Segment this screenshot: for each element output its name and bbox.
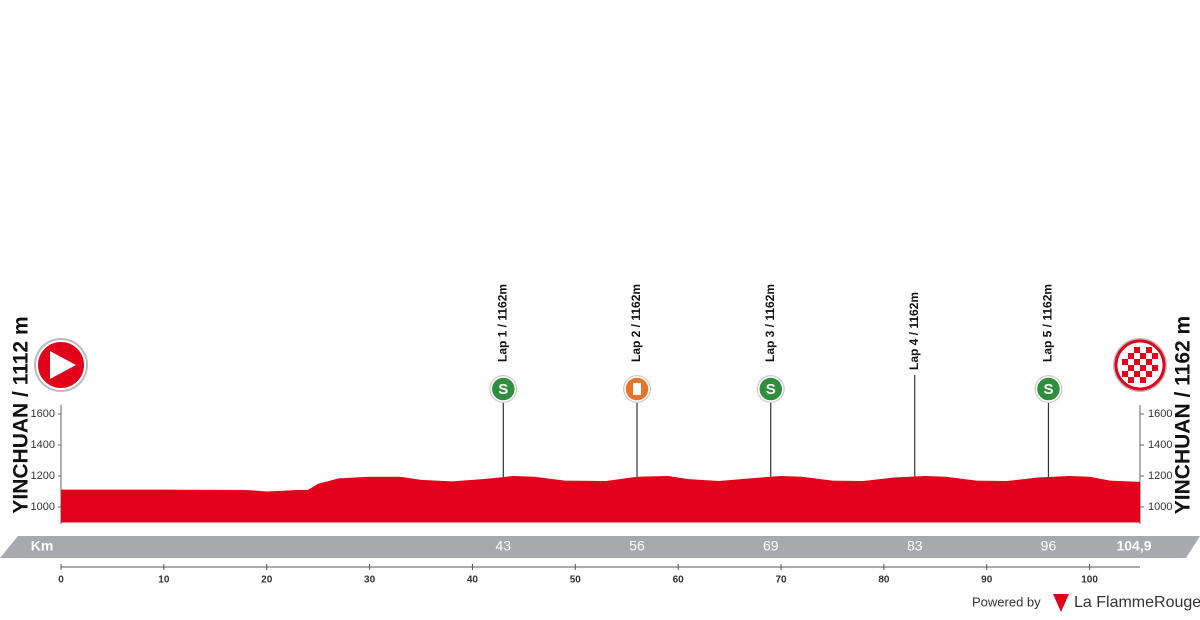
- marker-label: Lap 5 / 1162m: [1041, 284, 1055, 362]
- checker-square: [1134, 359, 1140, 365]
- checker-square: [1134, 371, 1140, 377]
- checker-square: [1146, 359, 1152, 365]
- km-bar-label: 56: [629, 538, 645, 554]
- x-tick-label: 80: [878, 575, 890, 586]
- marker-icon: [1035, 376, 1062, 402]
- marker-icon: [490, 376, 517, 402]
- logo: Powered by La FlammeRouge: [972, 594, 1200, 612]
- x-tick-label: 0: [58, 575, 64, 586]
- marker-label: Lap 2 / 1162m: [629, 284, 643, 362]
- checker-square: [1134, 347, 1140, 353]
- checker-square: [1128, 353, 1134, 359]
- marker-label: Lap 4 / 1162m: [907, 292, 921, 370]
- checker-square: [1140, 377, 1146, 383]
- checker-square: [1152, 353, 1158, 359]
- y-tick-label: 1600: [1148, 408, 1172, 420]
- km-bar-label: 96: [1041, 538, 1057, 554]
- checker-square: [1122, 359, 1128, 365]
- elevation-area: [61, 476, 1140, 523]
- x-tick-label: 100: [1081, 575, 1098, 586]
- marker-icon-glyph: [633, 383, 642, 395]
- x-tick-label: 50: [570, 575, 582, 586]
- km-bar-label: 104,9: [1116, 538, 1151, 554]
- marker-icon-text: S: [498, 381, 508, 398]
- checker-square: [1140, 353, 1146, 359]
- checker-square: [1146, 347, 1152, 353]
- brand: La FlammeRouge: [1074, 594, 1200, 611]
- y-tick-label: 1200: [1148, 470, 1172, 482]
- x-tick-label: 60: [673, 575, 685, 586]
- x-tick-label: 30: [364, 575, 376, 586]
- x-tick-label: 70: [775, 575, 787, 586]
- checker-square: [1146, 371, 1152, 377]
- powered-by: Powered by: [972, 594, 1041, 609]
- start-icon: [34, 338, 88, 392]
- marker-icon-text: S: [766, 381, 776, 398]
- checker-square: [1128, 365, 1134, 371]
- marker-icon-text: S: [1043, 381, 1053, 398]
- km-bar-label: 83: [907, 538, 923, 554]
- finish-label: YINCHUAN / 1162 m: [1172, 316, 1195, 514]
- marker-label: Lap 3 / 1162m: [763, 284, 777, 362]
- marker-label: Lap 1 / 1162m: [495, 284, 509, 362]
- km-bar-label: 43: [496, 538, 512, 554]
- y-tick-label: 1400: [31, 439, 55, 451]
- finish-icon: [1113, 338, 1167, 392]
- km-bar-label: 69: [763, 538, 779, 554]
- x-tick-label: 20: [261, 575, 273, 586]
- checker-square: [1140, 365, 1146, 371]
- km-bar: [0, 536, 1200, 558]
- x-tick-label: 90: [981, 575, 993, 586]
- x-tick-label: 10: [158, 575, 170, 586]
- checker-square: [1128, 377, 1134, 383]
- checker-square: [1152, 365, 1158, 371]
- y-tick-label: 1200: [31, 470, 55, 482]
- y-tick-label: 1400: [1148, 439, 1172, 451]
- y-tick-label: 1000: [31, 501, 55, 513]
- y-tick-label: 1600: [31, 408, 55, 420]
- y-tick-label: 1000: [1148, 501, 1172, 513]
- checker-square: [1122, 371, 1128, 377]
- start-label: YINCHUAN / 1112 m: [10, 316, 33, 513]
- marker-icon: [757, 376, 784, 402]
- x-tick-label: 40: [467, 575, 479, 586]
- km-unit: Km: [31, 538, 54, 554]
